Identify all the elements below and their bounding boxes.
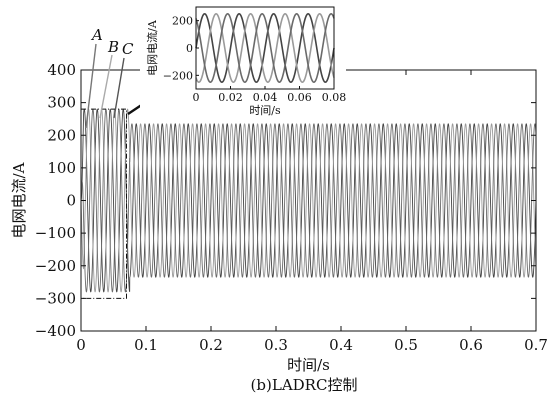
main-y-axis-label: 电网电流/A <box>10 162 28 238</box>
main-x-tick-label: 0.7 <box>524 336 548 354</box>
phase-leader-line <box>99 54 113 119</box>
main-x-tick-label: 0 <box>76 336 86 354</box>
main-y-tick-label: 400 <box>47 61 76 79</box>
main-y-ticks: 400 300 200 100 0 −100 −200 −300 −400 <box>35 61 536 340</box>
inset-y-axis-label: 电网电流/A <box>145 19 159 76</box>
main-x-tick-label: 0.3 <box>264 336 288 354</box>
inset-y-tick-label: 0 <box>186 42 193 55</box>
inset-series-c <box>195 13 335 83</box>
figure-caption: (b)LADRC控制 <box>251 376 358 394</box>
inset-series-group <box>195 13 335 83</box>
main-y-tick-label: −100 <box>35 224 76 242</box>
inset-y-ticks: 200 0 −200 <box>163 15 199 82</box>
main-x-tick-label: 0.2 <box>199 336 223 354</box>
inset-x-tick-label: 0.06 <box>287 91 312 104</box>
phase-leader-line <box>85 43 97 129</box>
phase-label-b: B <box>107 38 119 56</box>
main-y-tick-label: −400 <box>35 322 76 340</box>
phase-label-c: C <box>122 40 134 58</box>
main-y-tick-label: −300 <box>35 289 76 307</box>
main-x-tick-label: 0.4 <box>329 336 353 354</box>
main-x-axis-label: 时间/s <box>287 356 330 374</box>
phase-leader-line <box>113 57 125 119</box>
inset-series-a <box>195 13 335 83</box>
inset-y-tick-label: −200 <box>163 69 193 82</box>
main-x-tick-label: 0.5 <box>394 336 418 354</box>
phase-label-a: A <box>90 26 103 44</box>
inset-x-ticks: 0 0.02 0.04 0.06 0.08 <box>193 86 347 104</box>
inset-y-tick-label: 200 <box>172 15 193 28</box>
phase-labels: AB C <box>85 26 134 129</box>
main-series-group <box>80 108 537 293</box>
main-x-tick-label: 0.6 <box>459 336 483 354</box>
main-y-tick-label: 200 <box>47 126 76 144</box>
main-y-tick-label: 0 <box>66 192 76 210</box>
main-y-tick-label: 300 <box>47 94 76 112</box>
main-x-tick-label: 0.1 <box>134 336 158 354</box>
inset-x-tick-label: 0 <box>193 91 200 104</box>
inset-x-tick-label: 0.02 <box>218 91 243 104</box>
main-x-ticks: 0 0.1 0.2 0.3 0.4 0.5 0.6 0.7 <box>76 70 548 354</box>
main-series-b <box>80 108 537 293</box>
inset-x-tick-label: 0.04 <box>253 91 278 104</box>
main-series-c <box>80 108 537 293</box>
main-y-tick-label: −200 <box>35 257 76 275</box>
main-series-a <box>80 108 537 293</box>
inset-x-axis-label: 时间/s <box>249 104 281 117</box>
main-y-tick-label: 100 <box>47 159 76 177</box>
inset-x-tick-label: 0.08 <box>322 91 347 104</box>
inset-series-b <box>195 13 335 83</box>
